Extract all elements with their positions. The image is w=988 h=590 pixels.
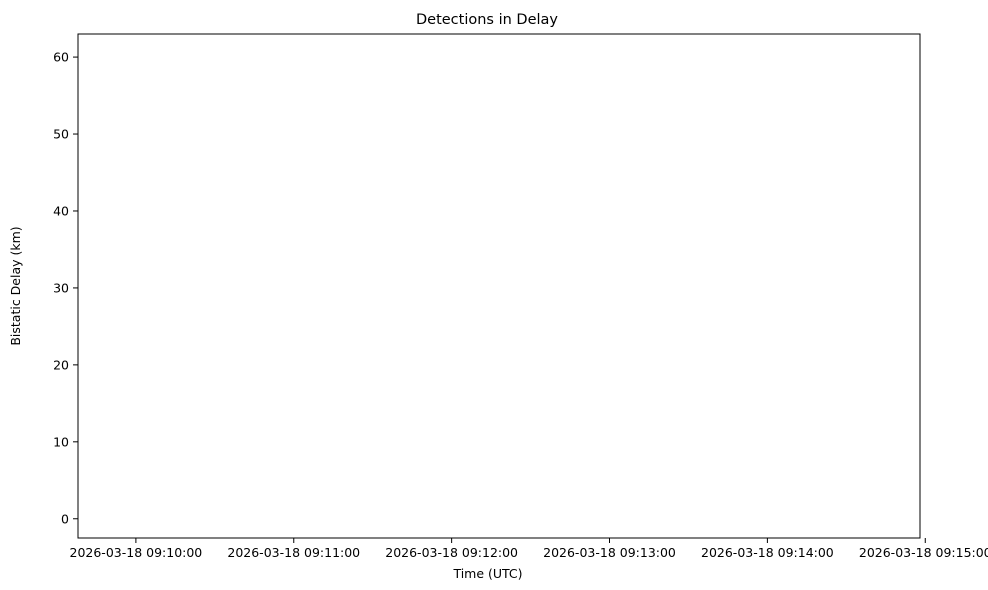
x-axis-label: Time (UTC) — [452, 566, 522, 581]
x-tick-label: 2026-03-18 09:10:00 — [70, 545, 203, 560]
y-tick-label: 50 — [53, 127, 69, 142]
x-tick-label: 2026-03-18 09:12:00 — [385, 545, 518, 560]
y-tick-label: 60 — [53, 50, 69, 65]
x-axis-ticks: 2026-03-18 09:10:00 2026-03-18 09:11:00 20… — [70, 538, 988, 560]
y-axis-ticks: 0 10 20 30 40 50 60 — [53, 50, 78, 526]
x-tick-label: 2026-03-18 09:14:00 — [701, 545, 834, 560]
y-tick-label: 10 — [53, 434, 69, 449]
x-tick-label: 2026-03-18 09:15:00 — [859, 545, 988, 560]
y-tick-label: 0 — [61, 511, 69, 526]
y-axis-label: Bistatic Delay (km) — [8, 226, 23, 345]
plot-area-frame — [77, 33, 921, 539]
y-tick-label: 40 — [53, 203, 69, 218]
x-tick-label: 2026-03-18 09:11:00 — [227, 545, 360, 560]
x-tick-label: 2026-03-18 09:13:00 — [543, 545, 676, 560]
chart-title: Detections in Delay — [416, 12, 558, 28]
y-tick-label: 30 — [53, 280, 69, 295]
y-tick-label: 20 — [53, 357, 69, 372]
